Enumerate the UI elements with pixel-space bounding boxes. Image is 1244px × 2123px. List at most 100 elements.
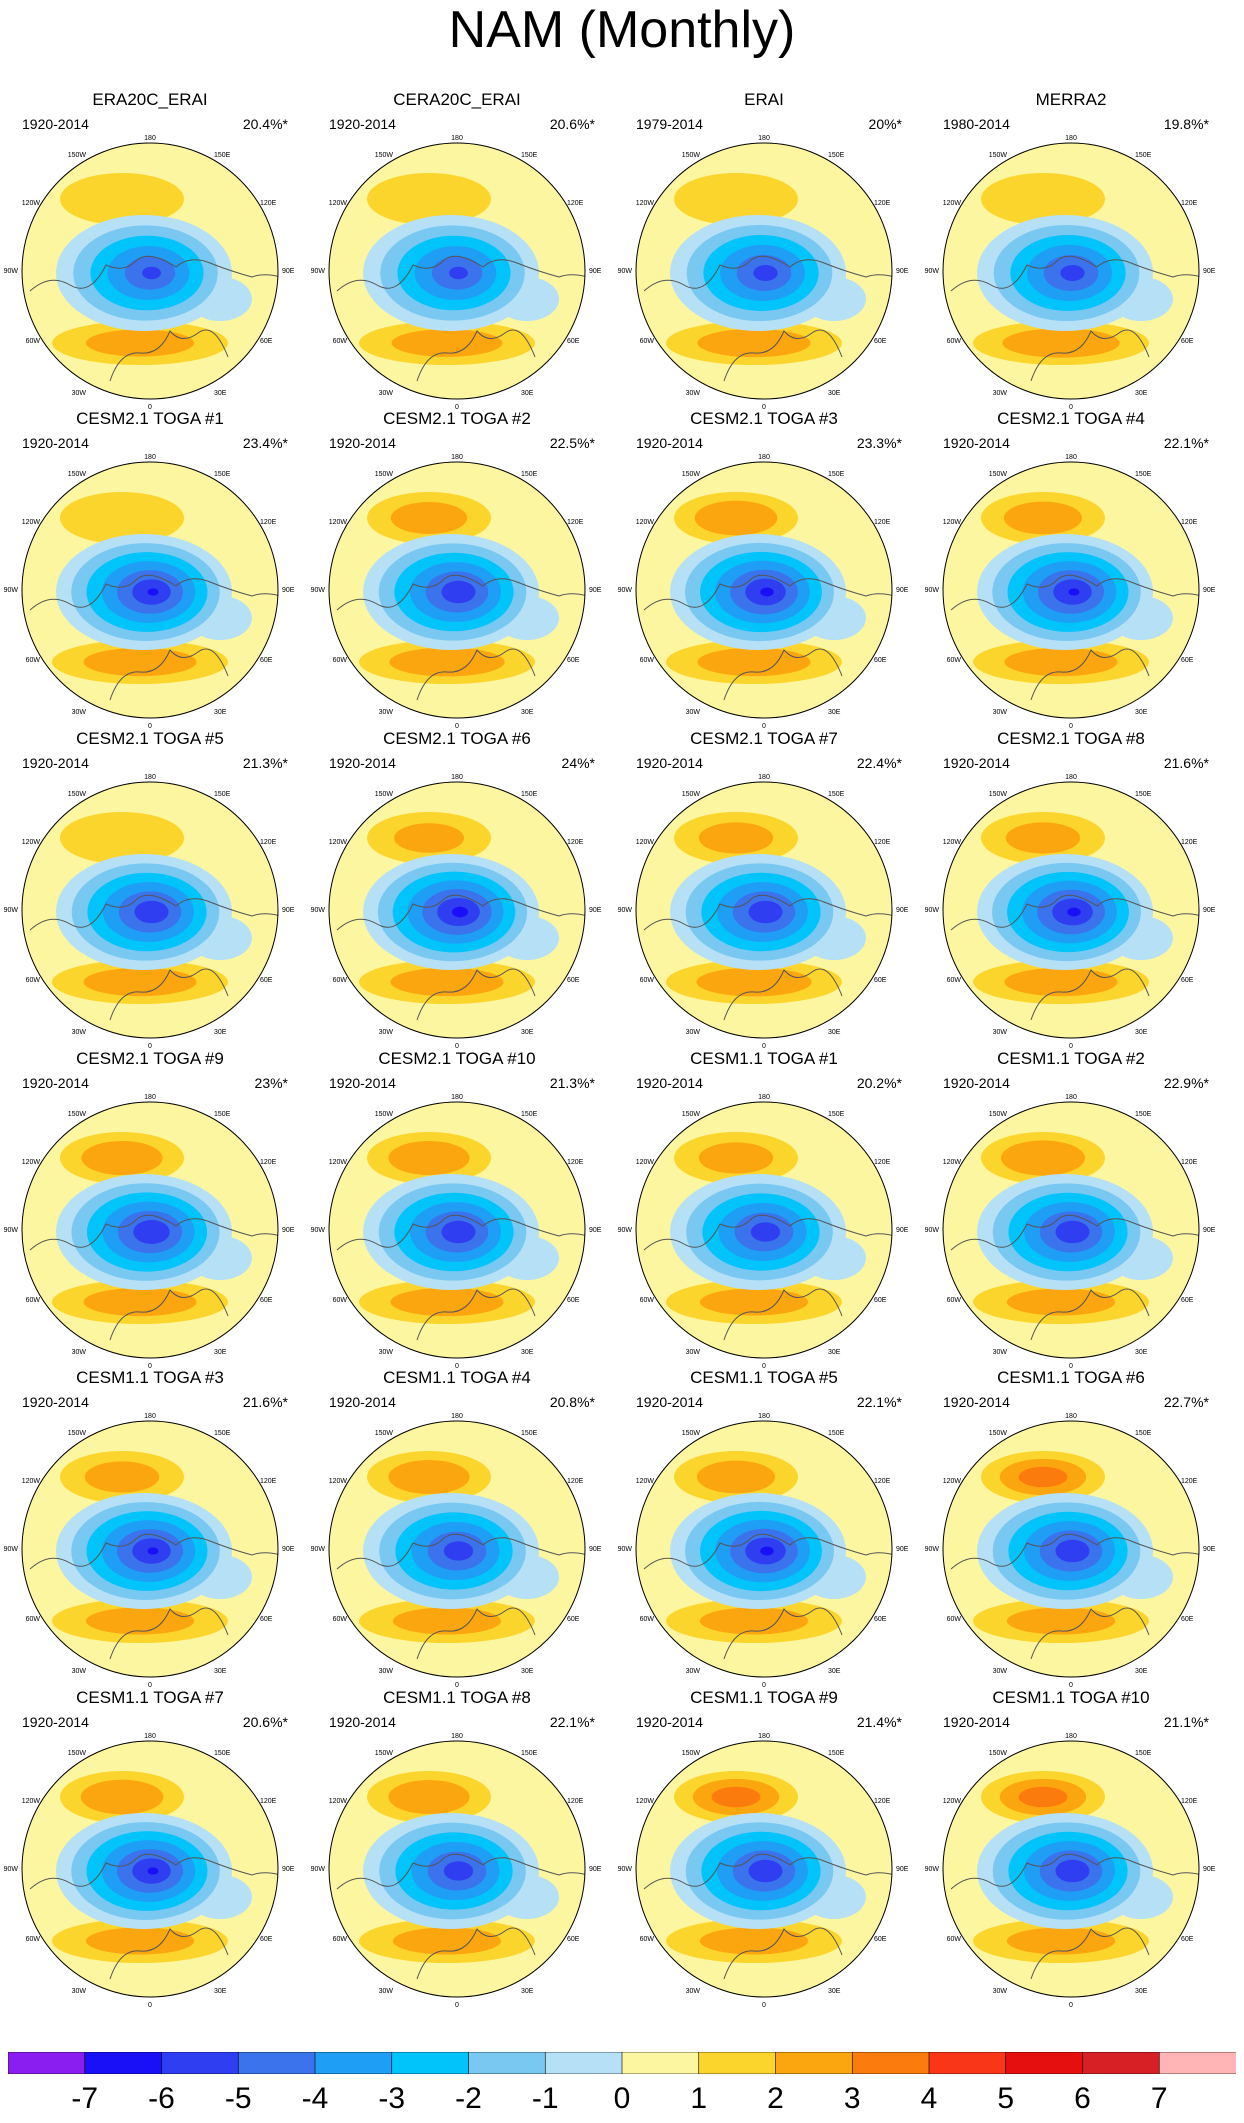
- contour-neg-arctic: [1055, 1539, 1090, 1563]
- map-panel: ERAI 1979-2014 20%* 180 150E 120E 90E 60E 30E 0 30…: [614, 90, 914, 413]
- coastline: [109, 1927, 229, 1980]
- map-panel: CESM1.1 TOGA #7 1920-2014 20.6%* 180 150E 120…: [0, 1688, 300, 2011]
- longitude-label: 120W: [329, 1798, 348, 1805]
- longitude-label: 60W: [640, 1936, 655, 1943]
- longitude-label: 120E: [1181, 1478, 1198, 1485]
- longitude-label: 90W: [4, 1227, 19, 1234]
- longitude-label: 150E: [214, 1750, 231, 1757]
- contour-pos-pacific: [1005, 822, 1081, 854]
- longitude-label: 60E: [1181, 1616, 1194, 1623]
- longitude-label: 30W: [72, 709, 87, 716]
- coastline: [643, 574, 892, 611]
- contour-pos-pacific: [1001, 1140, 1085, 1176]
- longitude-label: 30W: [993, 1349, 1008, 1356]
- colorbar-tick-label: 2: [767, 2082, 784, 2115]
- longitude-label: 60W: [947, 1616, 962, 1623]
- contour-neg-arctic: [441, 580, 476, 604]
- longitude-label: 180: [144, 135, 156, 142]
- longitude-label: 90E: [896, 268, 909, 275]
- map-border: [942, 1740, 1200, 1998]
- longitude-label: 90E: [589, 587, 602, 594]
- longitude-label: 60W: [640, 977, 655, 984]
- longitude-label: 120E: [874, 1478, 891, 1485]
- longitude-label: 30E: [521, 390, 534, 397]
- longitude-label: 120W: [943, 1798, 962, 1805]
- longitude-label: 150E: [521, 152, 538, 159]
- colorbar-segment: [1158, 2052, 1236, 2074]
- longitude-label: 150W: [682, 791, 701, 798]
- longitude-label: 60W: [26, 657, 41, 664]
- longitude-label: 150E: [521, 791, 538, 798]
- longitude-label: 180: [451, 1413, 463, 1420]
- polar-map: 180 150E 120E 90E 60E 30E 0 30W 60W 90W 120W 150W: [4, 1094, 295, 1370]
- panel-title: CESM2.1 TOGA #10: [378, 1049, 536, 1068]
- polar-map: 180 150E 120E 90E 60E 30E 0 30W 60W 90W 120W 150W: [618, 135, 909, 411]
- colorbar-segment: [314, 2052, 393, 2074]
- longitude-label: 150E: [828, 152, 845, 159]
- longitude-label: 120W: [22, 1798, 41, 1805]
- contour-pos-atlantic: [1006, 1607, 1116, 1635]
- map-border: [328, 461, 586, 719]
- contour-neg-arctic: [1055, 1859, 1090, 1883]
- panel-period: 1920-2014: [22, 755, 89, 771]
- longitude-label: 30E: [1135, 1029, 1148, 1036]
- longitude-label: 60W: [333, 657, 348, 664]
- longitude-label: 120W: [22, 200, 41, 207]
- longitude-label: 120W: [22, 1478, 41, 1485]
- longitude-label: 30W: [379, 1349, 394, 1356]
- polar-map: 180 150E 120E 90E 60E 30E 0 30W 60W 90W 120W 150W: [4, 135, 295, 411]
- longitude-label: 90W: [311, 587, 326, 594]
- longitude-label: 180: [758, 1094, 770, 1101]
- contour-pos-atlantic: [1004, 647, 1118, 677]
- longitude-label: 90W: [618, 1866, 633, 1873]
- longitude-label: 90E: [1203, 1866, 1216, 1873]
- longitude-label: 30E: [214, 390, 227, 397]
- contour-pos-atlantic: [1002, 328, 1120, 358]
- map-border: [635, 1740, 893, 1998]
- colorbar-tick-label: -6: [148, 2082, 175, 2115]
- coastline: [643, 1533, 892, 1570]
- longitude-label: 120W: [329, 1478, 348, 1485]
- longitude-label: 90W: [925, 1227, 940, 1234]
- longitude-label: 120E: [1181, 1159, 1198, 1166]
- colorbar-tick-label: -3: [378, 2082, 406, 2115]
- coastline: [109, 648, 229, 701]
- contour-neg-arctic: [753, 265, 778, 281]
- panel-title: CESM2.1 TOGA #2: [383, 409, 531, 428]
- longitude-label: 60E: [874, 977, 887, 984]
- longitude-label: 90W: [618, 1546, 633, 1553]
- panel-period: 1920-2014: [22, 435, 89, 451]
- longitude-label: 150E: [214, 471, 231, 478]
- contour-pos-pacific: [84, 1461, 160, 1493]
- longitude-label: 30E: [214, 709, 227, 716]
- longitude-label: 30W: [379, 709, 394, 716]
- longitude-label: 90W: [311, 1866, 326, 1873]
- longitude-label: 60E: [874, 1936, 887, 1943]
- longitude-label: 30W: [72, 1029, 87, 1036]
- map-panel: CESM2.1 TOGA #8 1920-2014 21.6%* 180 150E 120…: [921, 729, 1221, 1052]
- longitude-label: 60E: [1181, 1936, 1194, 1943]
- map-panel: CESM1.1 TOGA #6 1920-2014 22.7%* 180 150E 120…: [921, 1368, 1221, 1691]
- colorbar-tick-label: 4: [920, 2082, 938, 2115]
- coastline: [416, 1927, 536, 1980]
- longitude-label: 150W: [68, 791, 87, 798]
- longitude-label: 120E: [1181, 200, 1198, 207]
- longitude-label: 30W: [686, 1988, 701, 1995]
- contour-pos-atlantic: [85, 1607, 195, 1635]
- coastline: [643, 894, 892, 931]
- longitude-label: 150W: [989, 791, 1008, 798]
- colorbar-tick-label: 7: [1150, 2082, 1168, 2115]
- longitude-label: 90W: [618, 268, 633, 275]
- longitude-label: 120W: [636, 1159, 655, 1166]
- panel-variance: 22.1%*: [549, 1714, 595, 1730]
- contour-pos-pacific: [1018, 1786, 1068, 1808]
- longitude-label: 120W: [636, 200, 655, 207]
- panel-title: CESM1.1 TOGA #10: [992, 1688, 1150, 1707]
- longitude-label: 150E: [214, 791, 231, 798]
- longitude-label: 180: [1065, 135, 1077, 142]
- coastline: [29, 1214, 278, 1251]
- longitude-label: 60W: [333, 1616, 348, 1623]
- longitude-label: 150E: [521, 471, 538, 478]
- coastline: [336, 1853, 585, 1890]
- panel-period: 1920-2014: [943, 1075, 1010, 1091]
